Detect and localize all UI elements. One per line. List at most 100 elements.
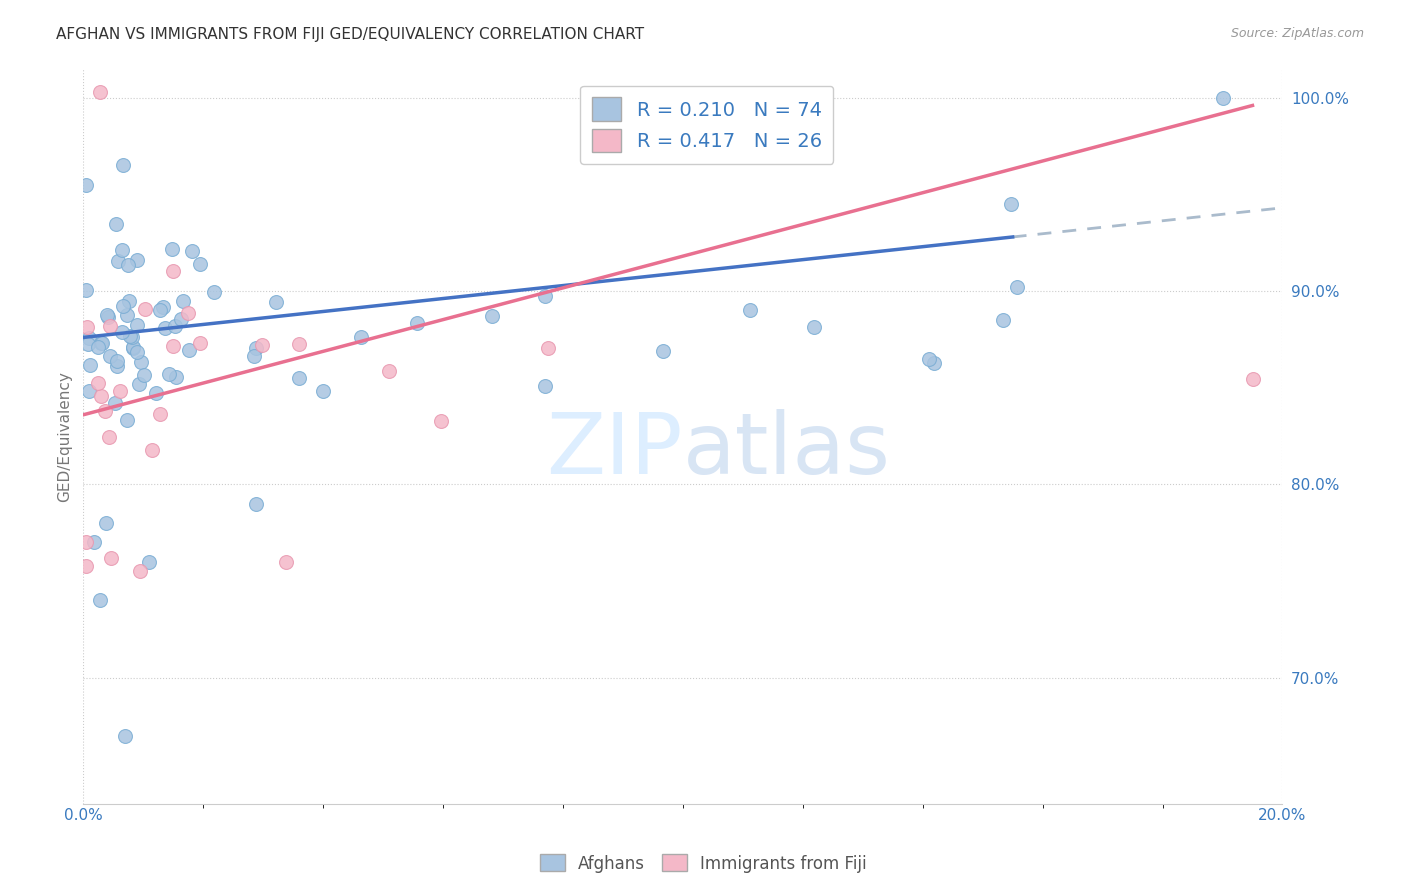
Point [79,358,101,372]
Point [534,378,557,392]
Point [125,252,148,267]
Point [111,158,134,172]
Point [105,359,128,373]
Point [406,317,429,331]
Point [75,558,97,573]
Point [141,442,163,457]
Point [188,335,211,350]
Point [917,351,939,366]
Point [1000,197,1022,211]
Point [121,330,143,344]
Point [134,368,156,383]
Point [75,283,97,297]
Point [245,497,267,511]
Point [86,341,108,355]
Point [90,389,112,403]
Point [922,356,945,370]
Point [76,320,98,334]
Point [1241,372,1264,386]
Legend: Afghans, Immigrants from Fiji: Afghans, Immigrants from Fiji [533,847,873,880]
Point [111,244,134,258]
Point [77,331,100,345]
Point [112,299,135,313]
Point [152,300,174,314]
Point [134,301,156,316]
Point [100,550,122,565]
Point [288,337,311,351]
Point [537,341,560,355]
Point [242,349,264,363]
Point [96,309,118,323]
Point [125,345,148,359]
Point [176,306,198,320]
Point [98,319,121,334]
Text: atlas: atlas [683,409,891,492]
Point [177,343,200,357]
Point [534,289,557,303]
Point [378,364,401,378]
Point [83,535,105,549]
Point [162,264,184,278]
Point [125,318,148,332]
Text: AFGHAN VS IMMIGRANTS FROM FIJI GED/EQUIVALENCY CORRELATION CHART: AFGHAN VS IMMIGRANTS FROM FIJI GED/EQUIV… [56,27,644,42]
Point [122,340,145,354]
Point [172,294,194,309]
Point [181,244,204,259]
Point [118,293,141,308]
Point [129,355,152,369]
Point [105,354,128,368]
Point [163,318,186,333]
Point [245,341,267,355]
Point [1212,90,1234,104]
Point [75,178,97,192]
Point [122,341,145,355]
Point [652,344,675,359]
Point [100,350,122,364]
Point [89,85,111,99]
Point [803,320,825,334]
Point [991,313,1014,327]
Point [264,294,287,309]
Point [111,326,134,340]
Point [429,414,451,428]
Point [149,303,172,318]
Point [190,257,212,271]
Point [481,309,503,323]
Point [115,308,138,322]
Point [93,404,115,418]
Point [162,339,184,353]
Point [105,217,128,231]
Y-axis label: GED/Equivalency: GED/Equivalency [58,371,72,501]
Point [169,312,191,326]
Point [90,335,112,350]
Point [104,396,127,410]
Point [738,302,761,317]
Point [149,407,172,421]
Point [97,310,120,325]
Point [202,285,225,299]
Point [128,565,150,579]
Point [350,330,373,344]
Point [75,535,97,549]
Point [157,368,180,382]
Point [77,336,100,351]
Point [160,242,183,256]
Point [312,384,335,399]
Legend: R = 0.210   N = 74, R = 0.417   N = 26: R = 0.210 N = 74, R = 0.417 N = 26 [581,86,834,164]
Point [114,729,136,743]
Point [91,336,114,351]
Point [274,555,297,569]
Point [97,430,120,444]
Point [153,321,176,335]
Text: ZIP: ZIP [547,409,683,492]
Point [89,593,111,607]
Point [108,384,131,399]
Point [288,371,311,385]
Point [138,555,160,569]
Point [118,329,141,343]
Point [87,376,110,390]
Point [1007,280,1029,294]
Text: Source: ZipAtlas.com: Source: ZipAtlas.com [1230,27,1364,40]
Point [128,377,150,392]
Point [165,369,187,384]
